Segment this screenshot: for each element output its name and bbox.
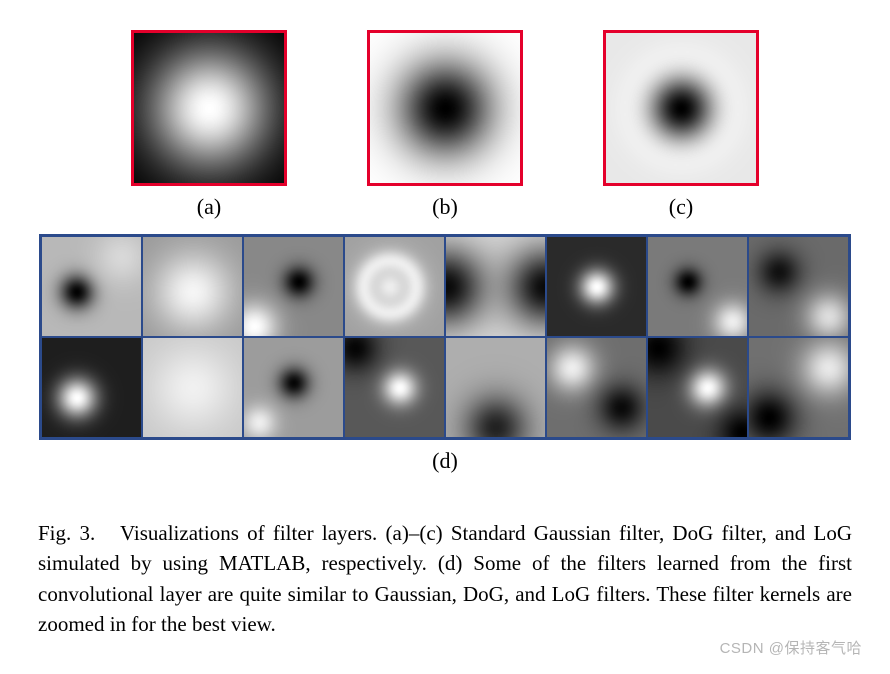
- learned-filter-grid: [39, 234, 851, 440]
- filter-image-b: [367, 30, 523, 186]
- learned-filter-section: (d): [36, 234, 854, 474]
- learned-filter-cell: [546, 337, 647, 438]
- learned-filter-cell: [142, 236, 243, 337]
- learned-filter-cell: [243, 236, 344, 337]
- learned-filter-cell: [647, 236, 748, 337]
- filter-box-a: (a): [131, 30, 287, 220]
- sublabel-c: (c): [669, 194, 693, 220]
- learned-filter-cell: [647, 337, 748, 438]
- top-filter-row: (a) (b) (c): [36, 30, 854, 220]
- sublabel-d: (d): [432, 448, 458, 474]
- learned-filter-cell: [243, 337, 344, 438]
- filter-image-c: [603, 30, 759, 186]
- learned-filter-cell: [142, 337, 243, 438]
- learned-filter-cell: [445, 337, 546, 438]
- filter-box-b: (b): [367, 30, 523, 220]
- figure-caption: Fig. 3. Visualizations of filter layers.…: [36, 518, 854, 640]
- filter-image-a: [131, 30, 287, 186]
- learned-filter-cell: [41, 337, 142, 438]
- learned-filter-cell: [445, 236, 546, 337]
- learned-filter-cell: [748, 236, 849, 337]
- caption-body: Visualizations of filter layers. (a)–(c)…: [38, 521, 852, 636]
- learned-filter-cell: [41, 236, 142, 337]
- learned-filter-cell: [344, 236, 445, 337]
- learned-filter-cell: [546, 236, 647, 337]
- caption-prefix: Fig. 3.: [38, 521, 95, 545]
- learned-filter-cell: [748, 337, 849, 438]
- sublabel-a: (a): [197, 194, 221, 220]
- learned-filter-cell: [344, 337, 445, 438]
- filter-box-c: (c): [603, 30, 759, 220]
- watermark-text: CSDN @保持客气哈: [720, 637, 862, 658]
- sublabel-b: (b): [432, 194, 458, 220]
